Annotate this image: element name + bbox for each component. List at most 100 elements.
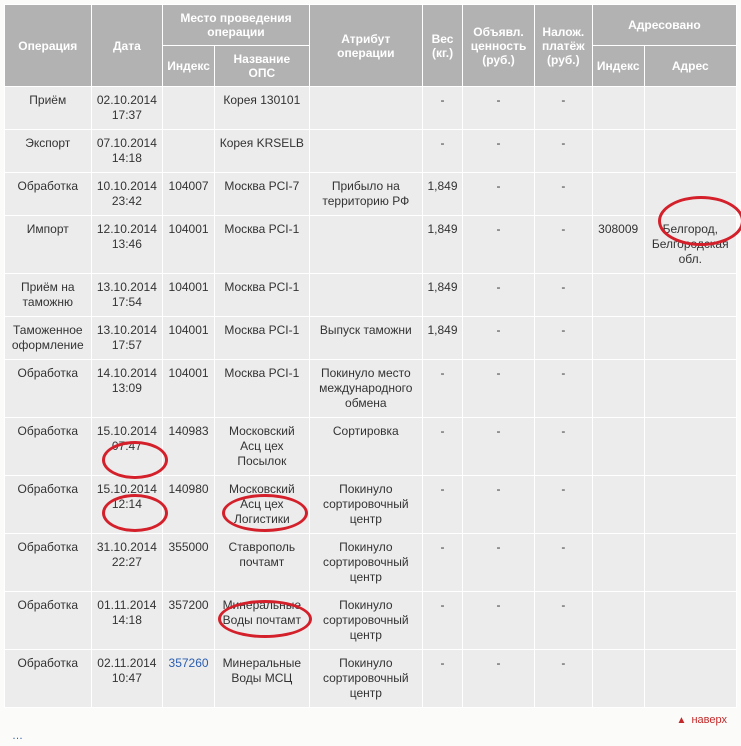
cell-index: 104001 — [163, 360, 214, 417]
cell-declared-value: - — [463, 476, 534, 533]
cell-declared-value: - — [463, 418, 534, 475]
cell-attribute: Покинуло место международного обмена — [310, 360, 422, 417]
cell-ops-name: Москва PCI-1 — [215, 274, 309, 316]
cell-addr — [645, 130, 736, 172]
back-to-top-link[interactable]: ▲ наверх — [4, 708, 737, 730]
cell-index-link[interactable]: 357260 — [163, 650, 214, 707]
table-row: Таможенное оформление13.10.2014 17:57104… — [5, 317, 736, 359]
th-attribute: Атрибут операции — [310, 5, 422, 86]
cell-addr-index — [593, 360, 644, 417]
cell-date: 13.10.2014 17:57 — [92, 317, 163, 359]
cell-declared-value: - — [463, 360, 534, 417]
footer-link[interactable]: … — [4, 730, 737, 742]
cell-addr-index — [593, 87, 644, 129]
cell-attribute: Покинуло сортировочный центр — [310, 592, 422, 649]
cell-addr-index — [593, 650, 644, 707]
cell-attribute: Покинуло сортировочный центр — [310, 650, 422, 707]
cell-index: 355000 — [163, 534, 214, 591]
cell-operation: Обработка — [5, 592, 91, 649]
cell-addr — [645, 317, 736, 359]
cell-declared-value: - — [463, 592, 534, 649]
cell-addr-index — [593, 418, 644, 475]
cell-cod: - — [535, 130, 592, 172]
cell-operation: Обработка — [5, 476, 91, 533]
tracking-table-wrap: Операция Дата Место проведения операции … — [4, 4, 737, 708]
cell-date: 02.11.2014 10:47 — [92, 650, 163, 707]
cell-index: 104001 — [163, 317, 214, 359]
th-date: Дата — [92, 5, 163, 86]
cell-index — [163, 87, 214, 129]
th-cod: Налож. платёж (руб.) — [535, 5, 592, 86]
cell-weight: - — [423, 418, 462, 475]
cell-date: 12.10.2014 13:46 — [92, 216, 163, 273]
cell-addr — [645, 87, 736, 129]
cell-addr-index — [593, 476, 644, 533]
cell-weight: 1,849 — [423, 216, 462, 273]
cell-cod: - — [535, 216, 592, 273]
cell-ops-name: Минеральные Воды МСЦ — [215, 650, 309, 707]
cell-ops-name: Москва PCI-1 — [215, 216, 309, 273]
cell-attribute — [310, 216, 422, 273]
cell-operation: Обработка — [5, 534, 91, 591]
cell-weight: - — [423, 130, 462, 172]
table-row: Обработка31.10.2014 22:27355000Ставропол… — [5, 534, 736, 591]
table-row: Обработка15.10.2014 07:47140983Московски… — [5, 418, 736, 475]
chevron-up-icon: ▲ — [677, 715, 687, 726]
cell-weight: - — [423, 650, 462, 707]
cell-addr — [645, 650, 736, 707]
cell-index: 357200 — [163, 592, 214, 649]
cell-ops-name: Москва PCI-1 — [215, 360, 309, 417]
cell-declared-value: - — [463, 534, 534, 591]
cell-addr — [645, 476, 736, 533]
cell-operation: Обработка — [5, 650, 91, 707]
cell-declared-value: - — [463, 87, 534, 129]
cell-operation: Приём — [5, 87, 91, 129]
cell-declared-value: - — [463, 130, 534, 172]
cell-date: 01.11.2014 14:18 — [92, 592, 163, 649]
cell-cod: - — [535, 476, 592, 533]
cell-date: 02.10.2014 17:37 — [92, 87, 163, 129]
cell-date: 15.10.2014 12:14 — [92, 476, 163, 533]
cell-date: 13.10.2014 17:54 — [92, 274, 163, 316]
cell-attribute: Покинуло сортировочный центр — [310, 534, 422, 591]
cell-weight: - — [423, 476, 462, 533]
cell-addr-index — [593, 274, 644, 316]
cell-index: 104007 — [163, 173, 214, 215]
cell-index: 140983 — [163, 418, 214, 475]
cell-addr — [645, 274, 736, 316]
cell-attribute — [310, 274, 422, 316]
cell-weight: - — [423, 592, 462, 649]
cell-weight: - — [423, 360, 462, 417]
cell-ops-name: Московский Асц цех Посылок — [215, 418, 309, 475]
cell-attribute: Выпуск таможни — [310, 317, 422, 359]
cell-ops-name: Москва PCI-7 — [215, 173, 309, 215]
th-addr: Адрес — [645, 46, 736, 86]
cell-attribute: Покинуло сортировочный центр — [310, 476, 422, 533]
cell-operation: Таможенное оформление — [5, 317, 91, 359]
th-operation: Операция — [5, 5, 91, 86]
cell-addr — [645, 592, 736, 649]
cell-cod: - — [535, 274, 592, 316]
cell-date: 07.10.2014 14:18 — [92, 130, 163, 172]
cell-addr — [645, 418, 736, 475]
cell-cod: - — [535, 173, 592, 215]
cell-operation: Импорт — [5, 216, 91, 273]
cell-attribute — [310, 87, 422, 129]
cell-attribute: Прибыло на территорию РФ — [310, 173, 422, 215]
cell-declared-value: - — [463, 317, 534, 359]
cell-weight: 1,849 — [423, 274, 462, 316]
cell-date: 10.10.2014 23:42 — [92, 173, 163, 215]
table-row: Обработка14.10.2014 13:09104001Москва PC… — [5, 360, 736, 417]
cell-index: 104001 — [163, 216, 214, 273]
table-row: Обработка15.10.2014 12:14140980Московски… — [5, 476, 736, 533]
table-row: Обработка01.11.2014 14:18357200Минеральн… — [5, 592, 736, 649]
cell-date: 15.10.2014 07:47 — [92, 418, 163, 475]
cell-index: 140980 — [163, 476, 214, 533]
cell-ops-name: Москва PCI-1 — [215, 317, 309, 359]
th-index: Индекс — [163, 46, 214, 86]
table-row: Импорт12.10.2014 13:46104001Москва PCI-1… — [5, 216, 736, 273]
th-weight: Вес (кг.) — [423, 5, 462, 86]
cell-addr — [645, 173, 736, 215]
cell-operation: Обработка — [5, 360, 91, 417]
cell-addr — [645, 360, 736, 417]
